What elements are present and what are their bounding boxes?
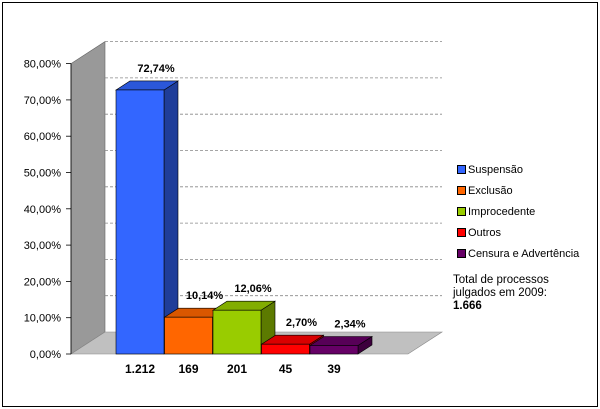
legend-swatch (457, 165, 466, 174)
y-tick-label: 30,00% (24, 240, 62, 252)
legend-item-exclusao: Exclusão (457, 180, 579, 201)
x-tick-label: 1.212 (125, 362, 155, 376)
bar (164, 316, 213, 355)
total-note-text: Total de processos julgados em 2009: (453, 274, 549, 299)
x-tick-label: 201 (227, 362, 247, 376)
bar (115, 89, 165, 355)
legend-item-outros: Outros (457, 222, 579, 243)
total-note: Total de processos julgados em 2009: 1.6… (453, 274, 593, 313)
y-tick-label: 20,00% (24, 276, 62, 288)
legend-label: Censura e Advertência (468, 247, 580, 260)
x-tick-label: 169 (178, 362, 198, 376)
legend-label: Exclusão (468, 184, 513, 197)
y-tick-label: 60,00% (24, 131, 62, 143)
legend-item-improcedente: Improcedente (457, 201, 579, 222)
y-tick-label: 50,00% (24, 168, 62, 180)
legend-label: Outros (468, 226, 502, 239)
y-tick-label: 80,00% (24, 59, 62, 71)
data-label: 72,74% (137, 63, 175, 75)
legend: Suspensão Exclusão Improcedente Outros C… (457, 159, 579, 264)
y-tick-label: 40,00% (24, 204, 62, 216)
bar-chart: 0,00% 10,00% 20,00% 30,00% 40,00% 50,00% 60,00… (24, 41, 444, 376)
x-tick-label: 39 (327, 362, 341, 376)
y-tick-label: 10,00% (24, 313, 62, 325)
legend-swatch (457, 186, 466, 195)
legend-item-suspensao: Suspensão (457, 159, 579, 180)
data-label: 2,34% (334, 319, 365, 331)
total-note-value: 1.666 (453, 300, 482, 312)
data-label: 2,70% (286, 317, 317, 329)
legend-swatch (457, 249, 466, 258)
bar (309, 345, 359, 355)
data-label: 12,06% (234, 283, 272, 295)
legend-swatch (457, 207, 466, 216)
x-tick-label: 45 (279, 362, 293, 376)
legend-item-censura: Censura e Advertência (457, 243, 579, 264)
y-tick-label: 70,00% (24, 95, 62, 107)
data-label: 10,14% (186, 290, 224, 302)
legend-swatch (457, 228, 466, 237)
bar (212, 309, 262, 355)
bar (261, 343, 310, 355)
legend-label: Suspensão (468, 163, 524, 176)
plot-side-wall (70, 41, 106, 355)
y-tick-label: 0,00% (30, 349, 61, 361)
legend-label: Improcedente (468, 205, 536, 218)
